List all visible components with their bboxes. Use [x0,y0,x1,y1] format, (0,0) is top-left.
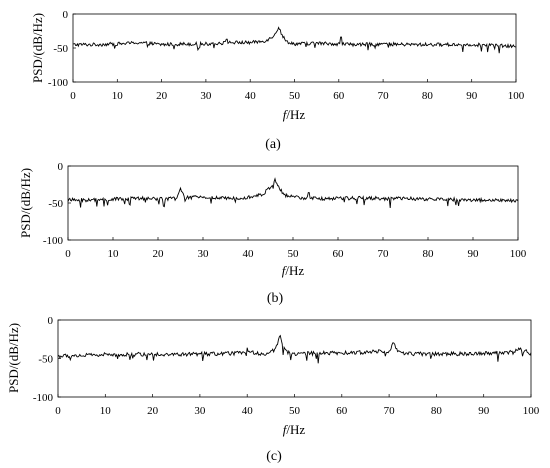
x-axis-label-c: f/Hz [283,422,306,437]
y-ticks-a: 0 -50 -100 [48,9,76,89]
x-tick-label: 100 [523,405,540,417]
x-tick-label: 20 [153,248,165,260]
x-tick-label: 80 [422,90,434,102]
x-ticks-c: 0 10 20 30 40 50 60 70 80 90 100 [55,394,540,417]
y-tick-label: -50 [53,43,68,55]
panel-label-c: (c) [266,449,282,464]
x-ticks-a: 0 10 20 30 40 50 60 70 80 90 100 [70,79,525,102]
plot-frame-b [67,165,519,241]
x-tick-label: 0 [65,248,71,260]
x-tick-label: 30 [198,248,210,260]
x-tick-label: 70 [378,90,390,102]
y-tick-label: 0 [48,315,54,327]
x-tick-label: 90 [478,405,490,417]
x-tick-label: 60 [333,248,345,260]
x-tick-label: 0 [70,90,76,102]
psd-line-c [57,334,532,364]
plot-frame-a [72,13,517,83]
x-tick-label: 10 [112,90,124,102]
y-tick-label: -50 [38,354,53,366]
x-tick-label: 20 [156,90,168,102]
x-tick-label: 40 [242,405,254,417]
y-tick-label: -50 [48,198,63,210]
panel-label-a: (a) [265,137,281,152]
x-tick-label: 60 [333,90,345,102]
panel-b: 0 10 20 30 40 50 60 70 80 90 100 0 -50 -100 PSD/(dB/… [18,161,527,306]
psd-line-b [67,177,519,209]
x-tick-label: 20 [147,405,159,417]
x-ticks-b: 0 10 20 30 40 50 60 70 80 90 100 [65,237,527,260]
y-axis-label-b: PSD/(dB/Hz) [18,168,33,238]
y-ticks-b: 0 -50 -100 [43,161,71,247]
x-tick-label: 100 [510,248,527,260]
panel-label-b: (b) [267,291,284,306]
y-tick-label: 0 [63,9,69,21]
y-tick-label: -100 [43,235,64,247]
x-tick-label: 90 [466,90,478,102]
x-tick-label: 30 [200,90,212,102]
x-axis-label-b: f/Hz [282,263,305,278]
x-tick-label: 0 [55,405,61,417]
x-tick-label: 40 [245,90,257,102]
panel-c: 0 10 20 30 40 50 60 70 80 90 100 0 -50 -100 PSD/(dB/… [6,315,540,464]
x-tick-label: 80 [431,405,443,417]
x-tick-label: 10 [108,248,120,260]
x-axis-label-a: f/Hz [283,107,306,122]
x-tick-label: 60 [336,405,348,417]
x-tick-label: 70 [378,248,390,260]
x-tick-label: 10 [100,405,112,417]
x-tick-label: 40 [243,248,255,260]
x-tick-label: 90 [468,248,480,260]
panel-a: 0 10 20 30 40 50 60 70 80 90 100 0 -50 -100 PSD/(dB/… [30,9,525,152]
y-axis-label-c: PSD/(dB/Hz) [6,323,21,393]
x-tick-label: 30 [194,405,206,417]
y-tick-label: 0 [58,161,64,173]
psd-line-a [72,26,517,54]
x-tick-label: 80 [423,248,435,260]
x-tick-label: 100 [508,90,525,102]
y-tick-label: -100 [48,77,69,89]
y-tick-label: -100 [33,392,54,404]
plot-frame-c [57,319,532,398]
x-tick-label: 70 [384,405,396,417]
x-tick-label: 50 [288,248,300,260]
x-tick-label: 50 [289,90,301,102]
y-axis-label-a: PSD/(dB/Hz) [30,13,45,83]
y-ticks-c: 0 -50 -100 [33,315,61,404]
x-tick-label: 50 [289,405,301,417]
